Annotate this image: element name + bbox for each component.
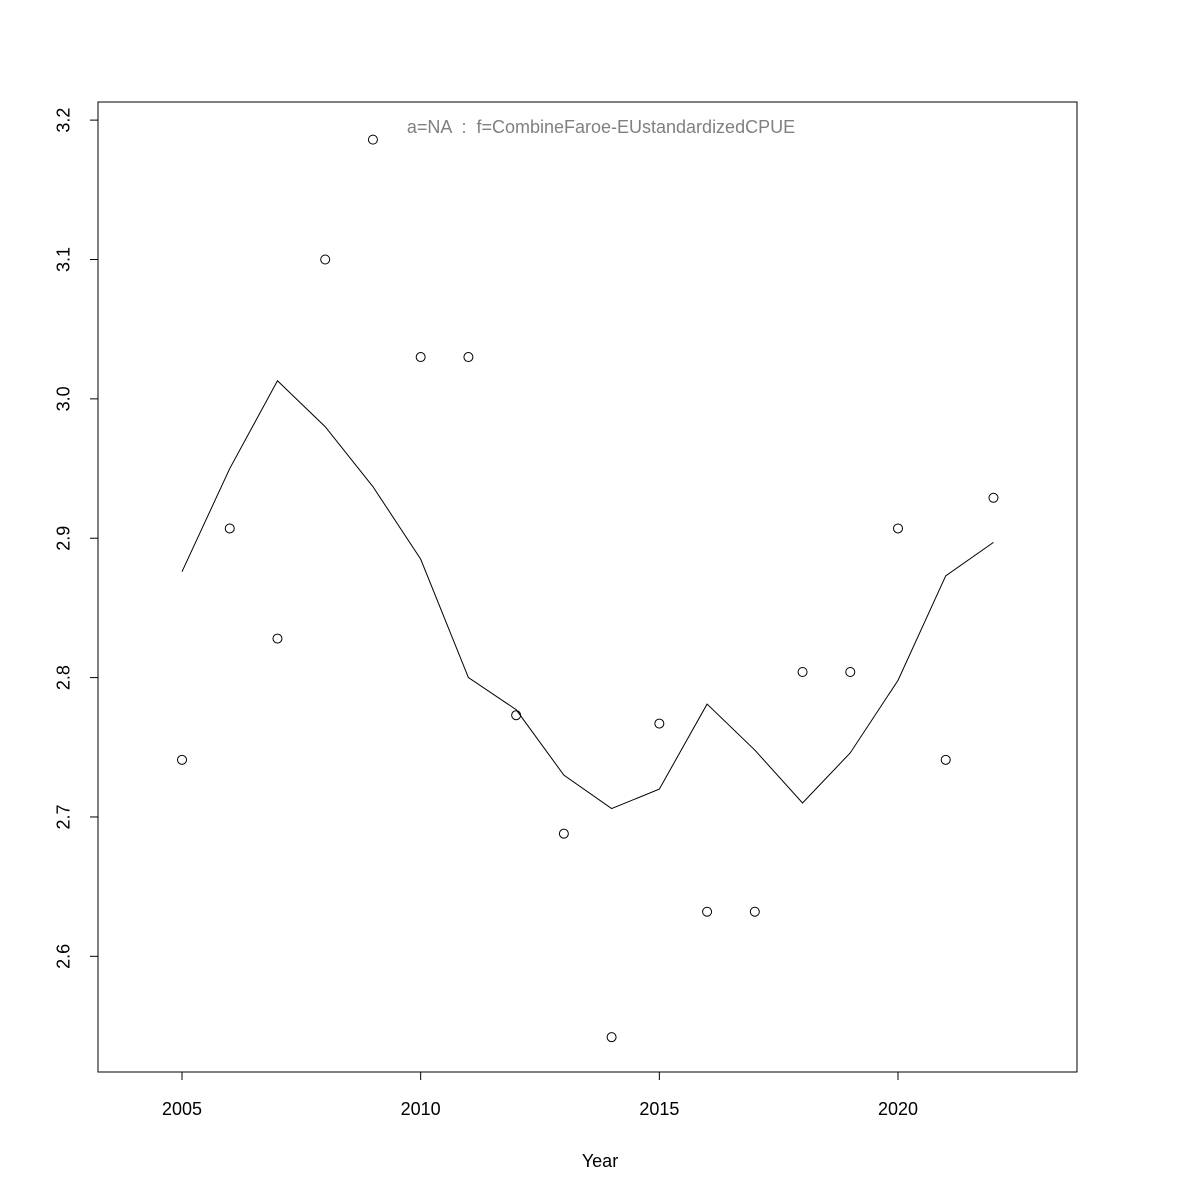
data-point: [320, 254, 331, 265]
annotation: a=NA : f=CombineFaroe-EUstandardizedCPUE: [407, 117, 795, 137]
x-axis-label: Year: [582, 1151, 618, 1171]
trend-line: [181, 379, 994, 810]
y-tick-label: 3.0: [54, 386, 74, 411]
y-tick-label: 3.2: [54, 108, 74, 133]
data-point: [177, 754, 188, 765]
y-tick-label: 2.6: [54, 944, 74, 969]
data-point: [845, 667, 856, 678]
data-point: [415, 352, 426, 363]
data-point: [893, 523, 904, 534]
plot-frame: [97, 101, 1078, 1073]
data-point: [749, 906, 760, 917]
x-tick-label: 2005: [162, 1099, 202, 1119]
data-point: [702, 906, 713, 917]
y-tick-label: 2.8: [54, 665, 74, 690]
data-point: [654, 718, 665, 729]
data-point: [988, 492, 999, 503]
x-tick-label: 2020: [878, 1099, 918, 1119]
data-point: [367, 134, 378, 145]
x-tick-label: 2010: [401, 1099, 441, 1119]
data-point: [797, 667, 808, 678]
data-point: [463, 352, 474, 363]
data-point: [272, 633, 283, 644]
data-point: [511, 710, 522, 721]
data-point: [940, 754, 951, 765]
y-tick-label: 2.9: [54, 526, 74, 551]
data-point: [224, 523, 235, 534]
y-tick-label: 2.7: [54, 804, 74, 829]
x-tick-label: 2015: [639, 1099, 679, 1119]
data-point: [558, 828, 569, 839]
data-point: [606, 1032, 617, 1043]
y-tick-label: 3.1: [54, 247, 74, 272]
